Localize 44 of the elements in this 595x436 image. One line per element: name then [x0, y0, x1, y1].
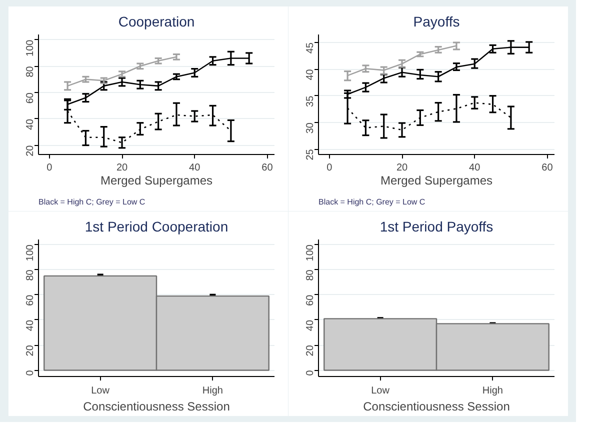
- y-tick-label: 25: [305, 148, 316, 160]
- x-tick-label: 0: [326, 162, 333, 174]
- x-axis-title: Conscientiousness Session: [363, 400, 510, 414]
- y-tick-label: 60: [25, 92, 36, 104]
- y-tick-label: 80: [25, 66, 36, 78]
- x-tick-label: High: [482, 386, 503, 396]
- y-tick-label: 30: [305, 122, 316, 134]
- x-tick-label: 20: [396, 162, 408, 174]
- y-tick-label: 100: [25, 244, 36, 262]
- x-tick-label: 0: [46, 162, 53, 174]
- x-tick-label: 60: [262, 162, 274, 174]
- y-tick-label: 100: [25, 39, 36, 56]
- x-tick-label: 40: [189, 162, 201, 174]
- y-tick-label: 20: [25, 344, 36, 356]
- y-tick-label: 20: [305, 344, 316, 356]
- x-tick-label: 40: [469, 162, 481, 174]
- x-tick-label: High: [202, 386, 223, 396]
- chart-title: 1st Period Cooperation: [84, 218, 228, 234]
- y-tick-label: 45: [305, 42, 316, 54]
- x-tick-label: 20: [116, 162, 128, 174]
- chart-title: Cooperation: [118, 14, 195, 30]
- x-tick-label: Low: [91, 386, 110, 396]
- y-tick-label: 60: [25, 294, 36, 306]
- y-tick-label: 35: [305, 95, 316, 107]
- y-tick-label: 40: [25, 118, 36, 130]
- x-axis-title: Conscientiousness Session: [83, 400, 230, 414]
- text: Black = High C; Grey = Low C: [38, 198, 146, 206]
- chart-title: Payoffs: [413, 14, 460, 30]
- y-tick-label: 100: [305, 244, 316, 262]
- x-axis-title: Merged Supergames: [100, 174, 213, 188]
- chart-title: 1st Period Payoffs: [380, 218, 494, 234]
- y-tick-label: 40: [305, 320, 316, 332]
- y-tick-label: 80: [25, 269, 36, 281]
- y-tick-label: 80: [305, 269, 316, 281]
- x-tick-label: Low: [371, 386, 390, 396]
- y-tick-label: 60: [305, 294, 316, 306]
- x-axis-title: Merged Supergames: [380, 174, 493, 188]
- y-tick-label: 20: [25, 144, 36, 156]
- x-tick-label: 60: [542, 162, 554, 174]
- y-tick-label: 0: [25, 370, 36, 376]
- y-tick-label: 0: [305, 370, 316, 376]
- y-tick-label: 40: [25, 320, 36, 332]
- y-tick-label: 40: [305, 68, 316, 80]
- text: Black = High C; Grey = Low C: [318, 198, 426, 206]
